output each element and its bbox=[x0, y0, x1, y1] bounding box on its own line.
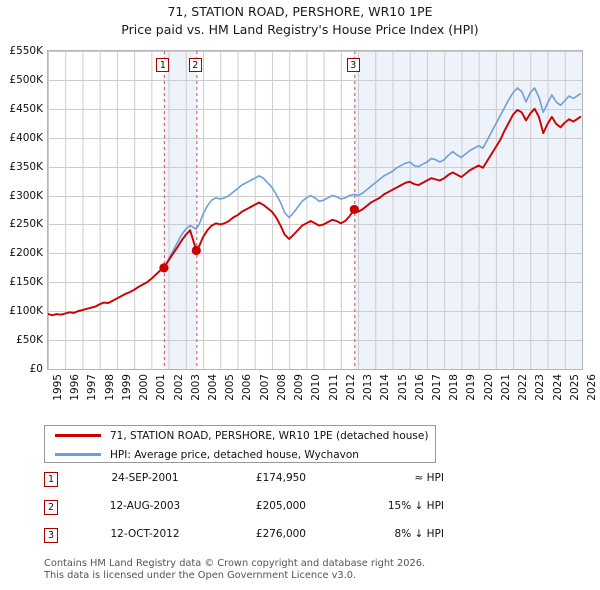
x-tick-label: 1995 bbox=[52, 374, 64, 401]
page-title: 71, STATION ROAD, PERSHORE, WR10 1PE Pri… bbox=[0, 3, 600, 39]
x-tick-label: 1997 bbox=[86, 374, 99, 401]
x-tick-label: 2019 bbox=[465, 374, 478, 401]
transaction-row[interactable]: 1 24-SEP-2001 £174,950 ≈ HPI bbox=[44, 472, 464, 498]
transaction-hpi-delta: 8% ↓ HPI bbox=[394, 528, 444, 540]
transaction-row[interactable]: 2 12-AUG-2003 £205,000 15% ↓ HPI bbox=[44, 500, 464, 526]
x-tick-label: 2026 bbox=[586, 374, 598, 401]
x-tick-label: 2014 bbox=[379, 374, 392, 401]
x-tick-label: 2002 bbox=[172, 374, 185, 401]
x-tick-label: 2009 bbox=[293, 374, 306, 401]
price-history-line-chart bbox=[48, 51, 582, 369]
x-tick-label: 2018 bbox=[448, 374, 461, 401]
x-tick-label: 2011 bbox=[327, 374, 340, 401]
x-tick-label: 2003 bbox=[189, 374, 202, 401]
y-tick-label: £450K bbox=[9, 102, 43, 115]
y-tick-label: £250K bbox=[9, 218, 43, 231]
transaction-hpi-delta: ≈ HPI bbox=[414, 472, 444, 484]
x-tick-label: 2023 bbox=[534, 374, 547, 401]
chart-event-marker-3[interactable]: 3 bbox=[346, 58, 360, 72]
transaction-price: £205,000 bbox=[255, 500, 306, 512]
y-tick-label: £550K bbox=[9, 45, 43, 57]
x-tick-label: 2008 bbox=[275, 374, 288, 401]
transaction-price: £174,950 bbox=[255, 472, 306, 484]
x-tick-label: 2016 bbox=[413, 374, 426, 401]
highlight-band-2 bbox=[354, 51, 582, 369]
y-tick-label: £0 bbox=[29, 363, 43, 375]
x-tick-label: 2022 bbox=[517, 374, 530, 401]
x-tick-label: 2024 bbox=[551, 374, 564, 401]
x-tick-label: 2005 bbox=[224, 374, 237, 401]
title-line-2: Price paid vs. HM Land Registry's House … bbox=[121, 22, 479, 37]
y-axis-labels: £0 £50K £100K £150K £200K £250K £300K £350K £400… bbox=[0, 0, 47, 380]
legend-color-swatch bbox=[55, 453, 101, 456]
y-tick-label: £200K bbox=[9, 247, 43, 260]
transaction-date: 24-SEP-2001 bbox=[111, 472, 179, 484]
x-tick-label: 2006 bbox=[241, 374, 254, 401]
sale-point-3[interactable] bbox=[349, 204, 359, 215]
x-tick-label: 2020 bbox=[482, 374, 495, 401]
transaction-date: 12-OCT-2012 bbox=[110, 528, 180, 540]
x-tick-label: 2013 bbox=[362, 374, 375, 401]
chart-legend: 71, STATION ROAD, PERSHORE, WR10 1PE (de… bbox=[44, 425, 436, 463]
x-tick-label: 2021 bbox=[499, 374, 512, 401]
transaction-price: £276,000 bbox=[255, 528, 306, 540]
y-tick-label: £100K bbox=[9, 305, 43, 318]
x-tick-label: 2000 bbox=[138, 374, 151, 401]
footer-attribution: Contains HM Land Registry data © Crown c… bbox=[44, 558, 564, 582]
x-tick-label: 2015 bbox=[396, 374, 409, 401]
y-tick-label: £50K bbox=[16, 334, 43, 347]
y-tick-label: £400K bbox=[9, 131, 43, 144]
x-tick-label: 2001 bbox=[155, 374, 168, 401]
x-tick-label: 1996 bbox=[69, 374, 82, 401]
transaction-date: 12-AUG-2003 bbox=[109, 500, 181, 512]
legend-label: 71, STATION ROAD, PERSHORE, WR10 1PE (de… bbox=[110, 429, 429, 442]
series-price-paid bbox=[48, 107, 582, 317]
legend-item-1[interactable]: 71, STATION ROAD, PERSHORE, WR10 1PE (de… bbox=[45, 426, 428, 445]
transaction-row[interactable]: 3 12-OCT-2012 £276,000 8% ↓ HPI bbox=[44, 528, 464, 554]
x-tick-label: 2017 bbox=[430, 374, 443, 401]
footer-line-1: Contains HM Land Registry data © Crown c… bbox=[44, 558, 426, 569]
x-tick-label: 2012 bbox=[344, 374, 357, 401]
transaction-index-badge: 3 bbox=[44, 528, 58, 543]
y-tick-label: £500K bbox=[9, 73, 43, 86]
footer-line-2: This data is licensed under the Open Gov… bbox=[44, 570, 357, 581]
x-tick-label: 2004 bbox=[207, 374, 220, 401]
transaction-index-badge: 1 bbox=[44, 472, 58, 487]
title-line-1: 71, STATION ROAD, PERSHORE, WR10 1PE bbox=[167, 4, 433, 19]
y-tick-label: £300K bbox=[9, 189, 43, 202]
sale-point-2[interactable] bbox=[191, 245, 201, 256]
x-tick-label: 2010 bbox=[310, 374, 323, 401]
x-tick-label: 1999 bbox=[120, 374, 133, 401]
legend-color-swatch bbox=[55, 434, 101, 437]
plot-area[interactable] bbox=[47, 50, 583, 370]
chart-event-marker-2[interactable]: 2 bbox=[188, 58, 202, 72]
x-tick-label: 2025 bbox=[568, 374, 581, 401]
y-tick-label: £150K bbox=[9, 276, 43, 289]
x-tick-label: 1998 bbox=[103, 374, 116, 401]
x-tick-label: 2007 bbox=[258, 374, 271, 401]
chart-event-marker-1[interactable]: 1 bbox=[156, 58, 170, 72]
legend-item-2[interactable]: HPI: Average price, detached house, Wych… bbox=[45, 445, 359, 464]
transaction-index-badge: 2 bbox=[44, 500, 58, 515]
transaction-hpi-delta: 15% ↓ HPI bbox=[387, 500, 444, 512]
legend-label: HPI: Average price, detached house, Wych… bbox=[110, 448, 359, 461]
sale-point-1[interactable] bbox=[159, 263, 169, 273]
y-tick-label: £350K bbox=[9, 160, 43, 173]
